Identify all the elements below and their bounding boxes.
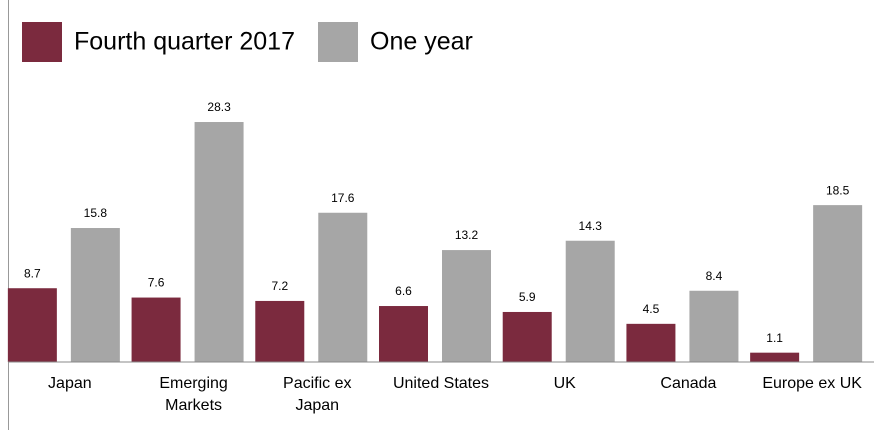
bar [442, 250, 491, 362]
x-tick-label: Markets [165, 397, 222, 414]
x-tick-label: Emerging [159, 375, 227, 392]
x-tick-label: Canada [660, 375, 716, 392]
bar [502, 311, 552, 362]
bar [565, 240, 615, 362]
legend-swatch [22, 22, 62, 62]
value-label: 5.9 [519, 290, 536, 304]
value-label: 17.6 [331, 191, 355, 205]
value-label: 13.2 [455, 228, 479, 242]
legend-label: Fourth quarter 2017 [74, 28, 295, 56]
value-label: 7.2 [271, 279, 288, 293]
x-tick-label: UK [554, 375, 577, 392]
x-tick-label: Japan [48, 375, 92, 392]
bar [813, 205, 863, 362]
x-tick-label: Japan [295, 397, 339, 414]
value-label: 14.3 [579, 219, 603, 233]
bar [689, 290, 739, 362]
legend-label: One year [370, 28, 473, 56]
x-tick-label: United States [393, 375, 489, 392]
value-label: 4.5 [643, 302, 660, 316]
value-label: 8.7 [24, 266, 41, 280]
x-tick-label: Pacific ex [283, 375, 351, 392]
value-label: 6.6 [395, 284, 412, 298]
bar [626, 323, 676, 362]
bar [750, 352, 800, 362]
x-tick-label: Europe ex UK [762, 375, 862, 392]
bar [131, 297, 181, 362]
bar [318, 212, 368, 362]
bar [255, 300, 305, 362]
value-label: 28.3 [207, 100, 231, 114]
legend-swatch [318, 22, 358, 62]
value-label: 18.5 [826, 183, 850, 197]
value-label: 15.8 [84, 206, 108, 220]
bar [194, 122, 244, 363]
bar [379, 306, 428, 362]
value-label: 8.4 [706, 269, 723, 283]
value-label: 1.1 [766, 331, 783, 345]
bar [7, 288, 57, 362]
value-label: 7.6 [148, 276, 165, 290]
bar [70, 228, 120, 362]
